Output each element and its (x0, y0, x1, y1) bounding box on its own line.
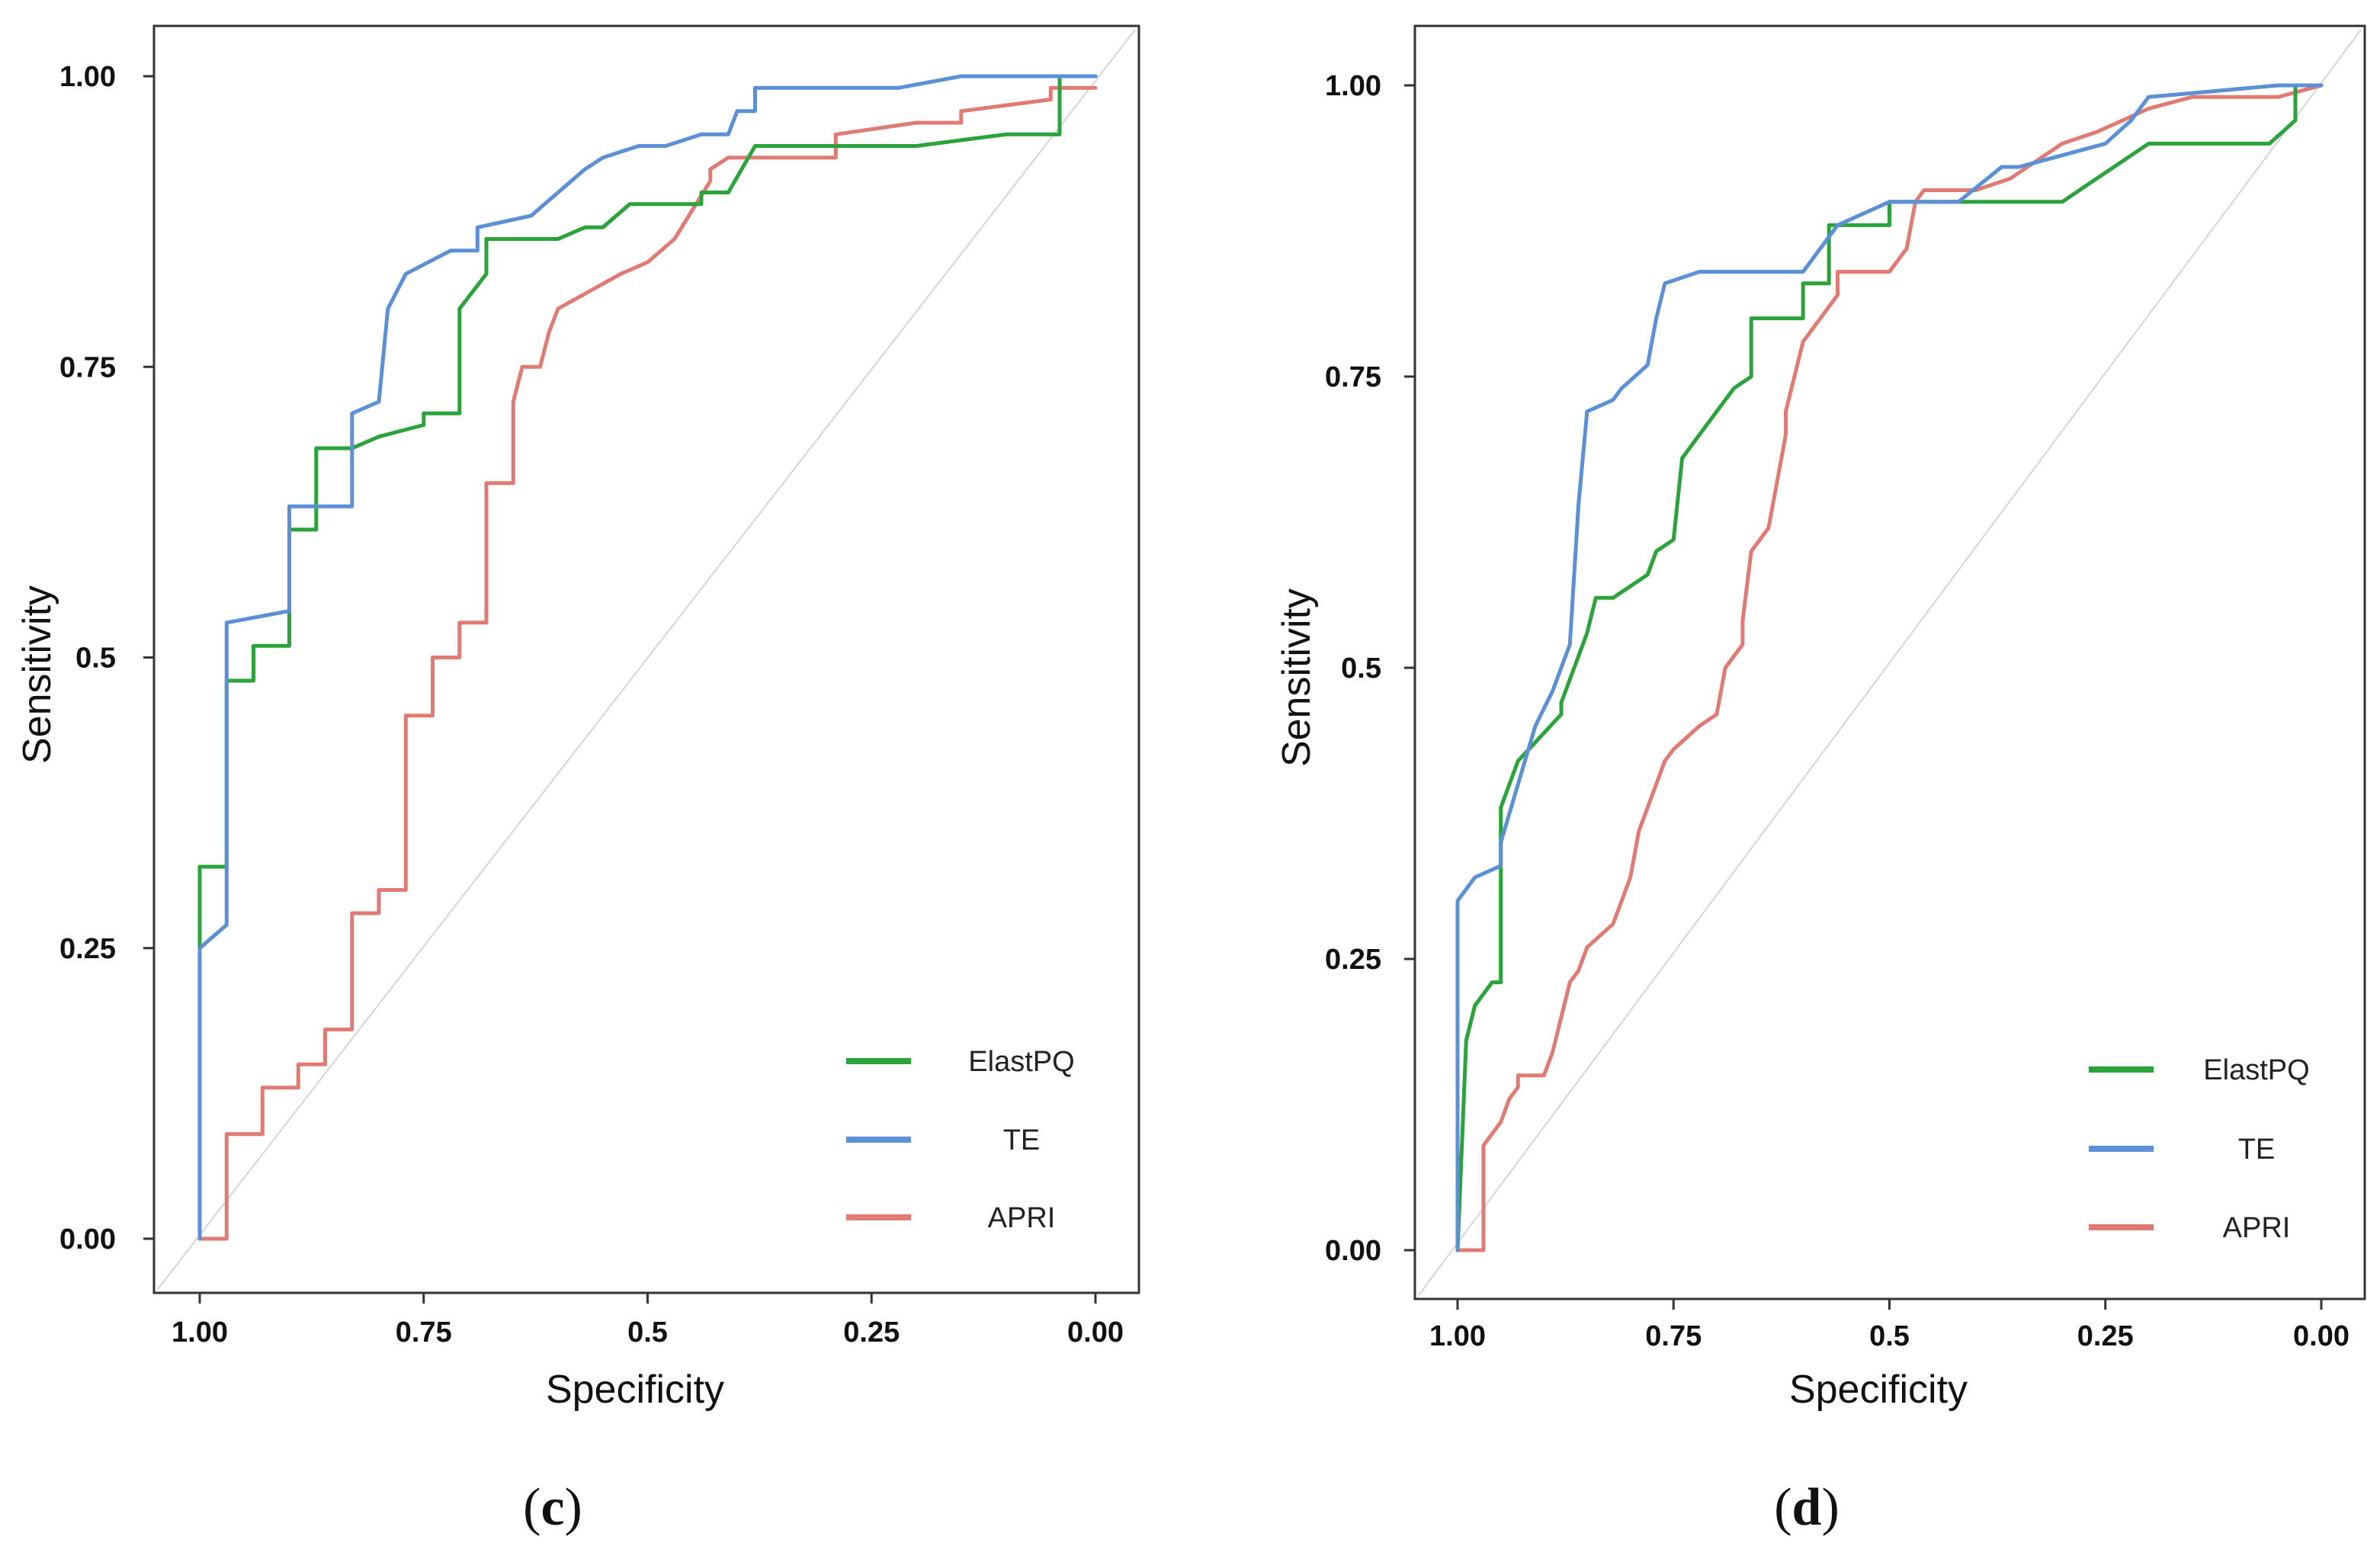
legend-label-te: TE (1003, 1124, 1041, 1156)
x-tick-label: 1.00 (172, 1316, 228, 1349)
series-line-te (197, 74, 1098, 1241)
y-axis-label: Sensitivity (15, 585, 59, 764)
series-line-elastpq (1455, 83, 2324, 1252)
x-tick-label: 0.00 (2293, 1320, 2350, 1352)
legend: ElastPQ TE APRI (2089, 1054, 2310, 1244)
y-tick-label: 1.00 (59, 61, 116, 93)
y-tick-label: 0.5 (75, 643, 116, 675)
x-tick-label: 0.75 (1645, 1320, 1702, 1352)
x-axis-label: Specificity (546, 1368, 724, 1412)
series-line-te (1455, 83, 2324, 1252)
series-line-apri (1455, 83, 2324, 1252)
reference-diagonal-line (157, 29, 1136, 1290)
legend: ElastPQ TE APRI (846, 1046, 1075, 1234)
legend-label-elastpq: ElastPQ (968, 1046, 1074, 1078)
legend-label-apri: APRI (2223, 1212, 2291, 1244)
x-tick-label: 0.75 (396, 1316, 452, 1349)
y-tick-label: 0.75 (59, 351, 116, 383)
y-tick-label: 0.75 (1325, 361, 1381, 393)
x-tick-label: 0.25 (843, 1316, 900, 1349)
y-tick-label: 1.00 (1325, 70, 1381, 102)
x-tick-label: 0.25 (2077, 1320, 2134, 1352)
legend-label-apri: APRI (988, 1202, 1056, 1234)
panel-label: (c) (523, 1478, 582, 1537)
x-tick-label: 0.5 (627, 1316, 668, 1349)
legend-label-elastpq: ElastPQ (2203, 1054, 2309, 1086)
y-tick-label: 0.00 (59, 1223, 116, 1256)
x-tick-label: 0.00 (1067, 1316, 1124, 1349)
y-tick-label: 0.25 (59, 933, 116, 965)
y-axis-label: Sensitivity (1275, 588, 1319, 767)
series-line-elastpq (197, 74, 1098, 1241)
series-line-apri (197, 85, 1098, 1241)
x-tick-label: 0.5 (1869, 1320, 1910, 1352)
chart-panel-d: 1.00 0.75 0.5 0.25 0.00 0.00 0.25 0.5 0.75 1.00 Sp… (1275, 24, 2366, 1537)
reference-diagonal-line (1418, 29, 2362, 1296)
y-tick-label: 0.25 (1325, 944, 1381, 976)
x-tick-label: 1.00 (1429, 1320, 1486, 1352)
chart-panel-c: 1.00 0.75 0.5 0.25 0.00 0.00 0.25 0.5 0.75 1.00 Sp… (15, 24, 1140, 1537)
y-tick-label: 0.5 (1341, 653, 1381, 685)
panel-label: (d) (1774, 1478, 1840, 1537)
x-axis-label: Specificity (1789, 1368, 1968, 1412)
legend-label-te: TE (2238, 1134, 2276, 1166)
y-tick-label: 0.00 (1325, 1235, 1381, 1267)
